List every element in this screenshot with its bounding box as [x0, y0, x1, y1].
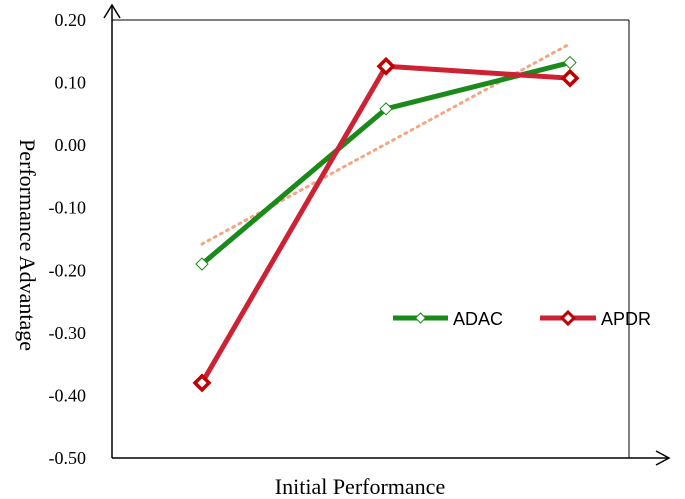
legend: ADAC APDR: [393, 309, 651, 329]
y-axis-arrow: [103, 3, 121, 19]
series-apdr: [192, 56, 580, 393]
data-point-apdr: [560, 68, 580, 88]
legend-marker-apdr: [559, 309, 577, 327]
y-tick-label: 0.00: [55, 135, 87, 155]
x-axis-arrow: [655, 450, 671, 466]
y-tick-labels: 0.20 0.10 0.00 -0.10 -0.20 -0.30 -0.40 -0.50: [49, 10, 87, 468]
y-tick-label: -0.50: [49, 448, 87, 468]
y-axis-title: Performance Advantage: [15, 139, 40, 351]
series-line-adac: [200, 60, 571, 266]
legend-marker-adac: [414, 312, 427, 324]
legend-item-apdr: APDR: [540, 309, 651, 329]
data-point-apdr: [192, 373, 212, 393]
y-tick-label: -0.30: [49, 323, 87, 343]
y-tick-label: -0.40: [49, 385, 87, 405]
y-tick-label: -0.20: [49, 260, 87, 280]
y-tick-label: -0.10: [49, 198, 87, 218]
y-tick-label: 0.20: [55, 10, 87, 30]
legend-item-adac: ADAC: [393, 309, 503, 329]
axes: [103, 3, 671, 466]
y-tick-label: 0.10: [55, 73, 87, 93]
legend-label-adac: ADAC: [453, 309, 503, 329]
data-point-adac: [379, 102, 393, 116]
legend-label-apdr: APDR: [601, 309, 651, 329]
data-point-apdr: [376, 56, 396, 76]
x-axis-title: Initial Performance: [275, 474, 445, 499]
series-group: [192, 55, 580, 393]
data-point-adac: [195, 257, 209, 271]
series-adac: [195, 55, 577, 271]
data-point-adac: [563, 55, 577, 70]
